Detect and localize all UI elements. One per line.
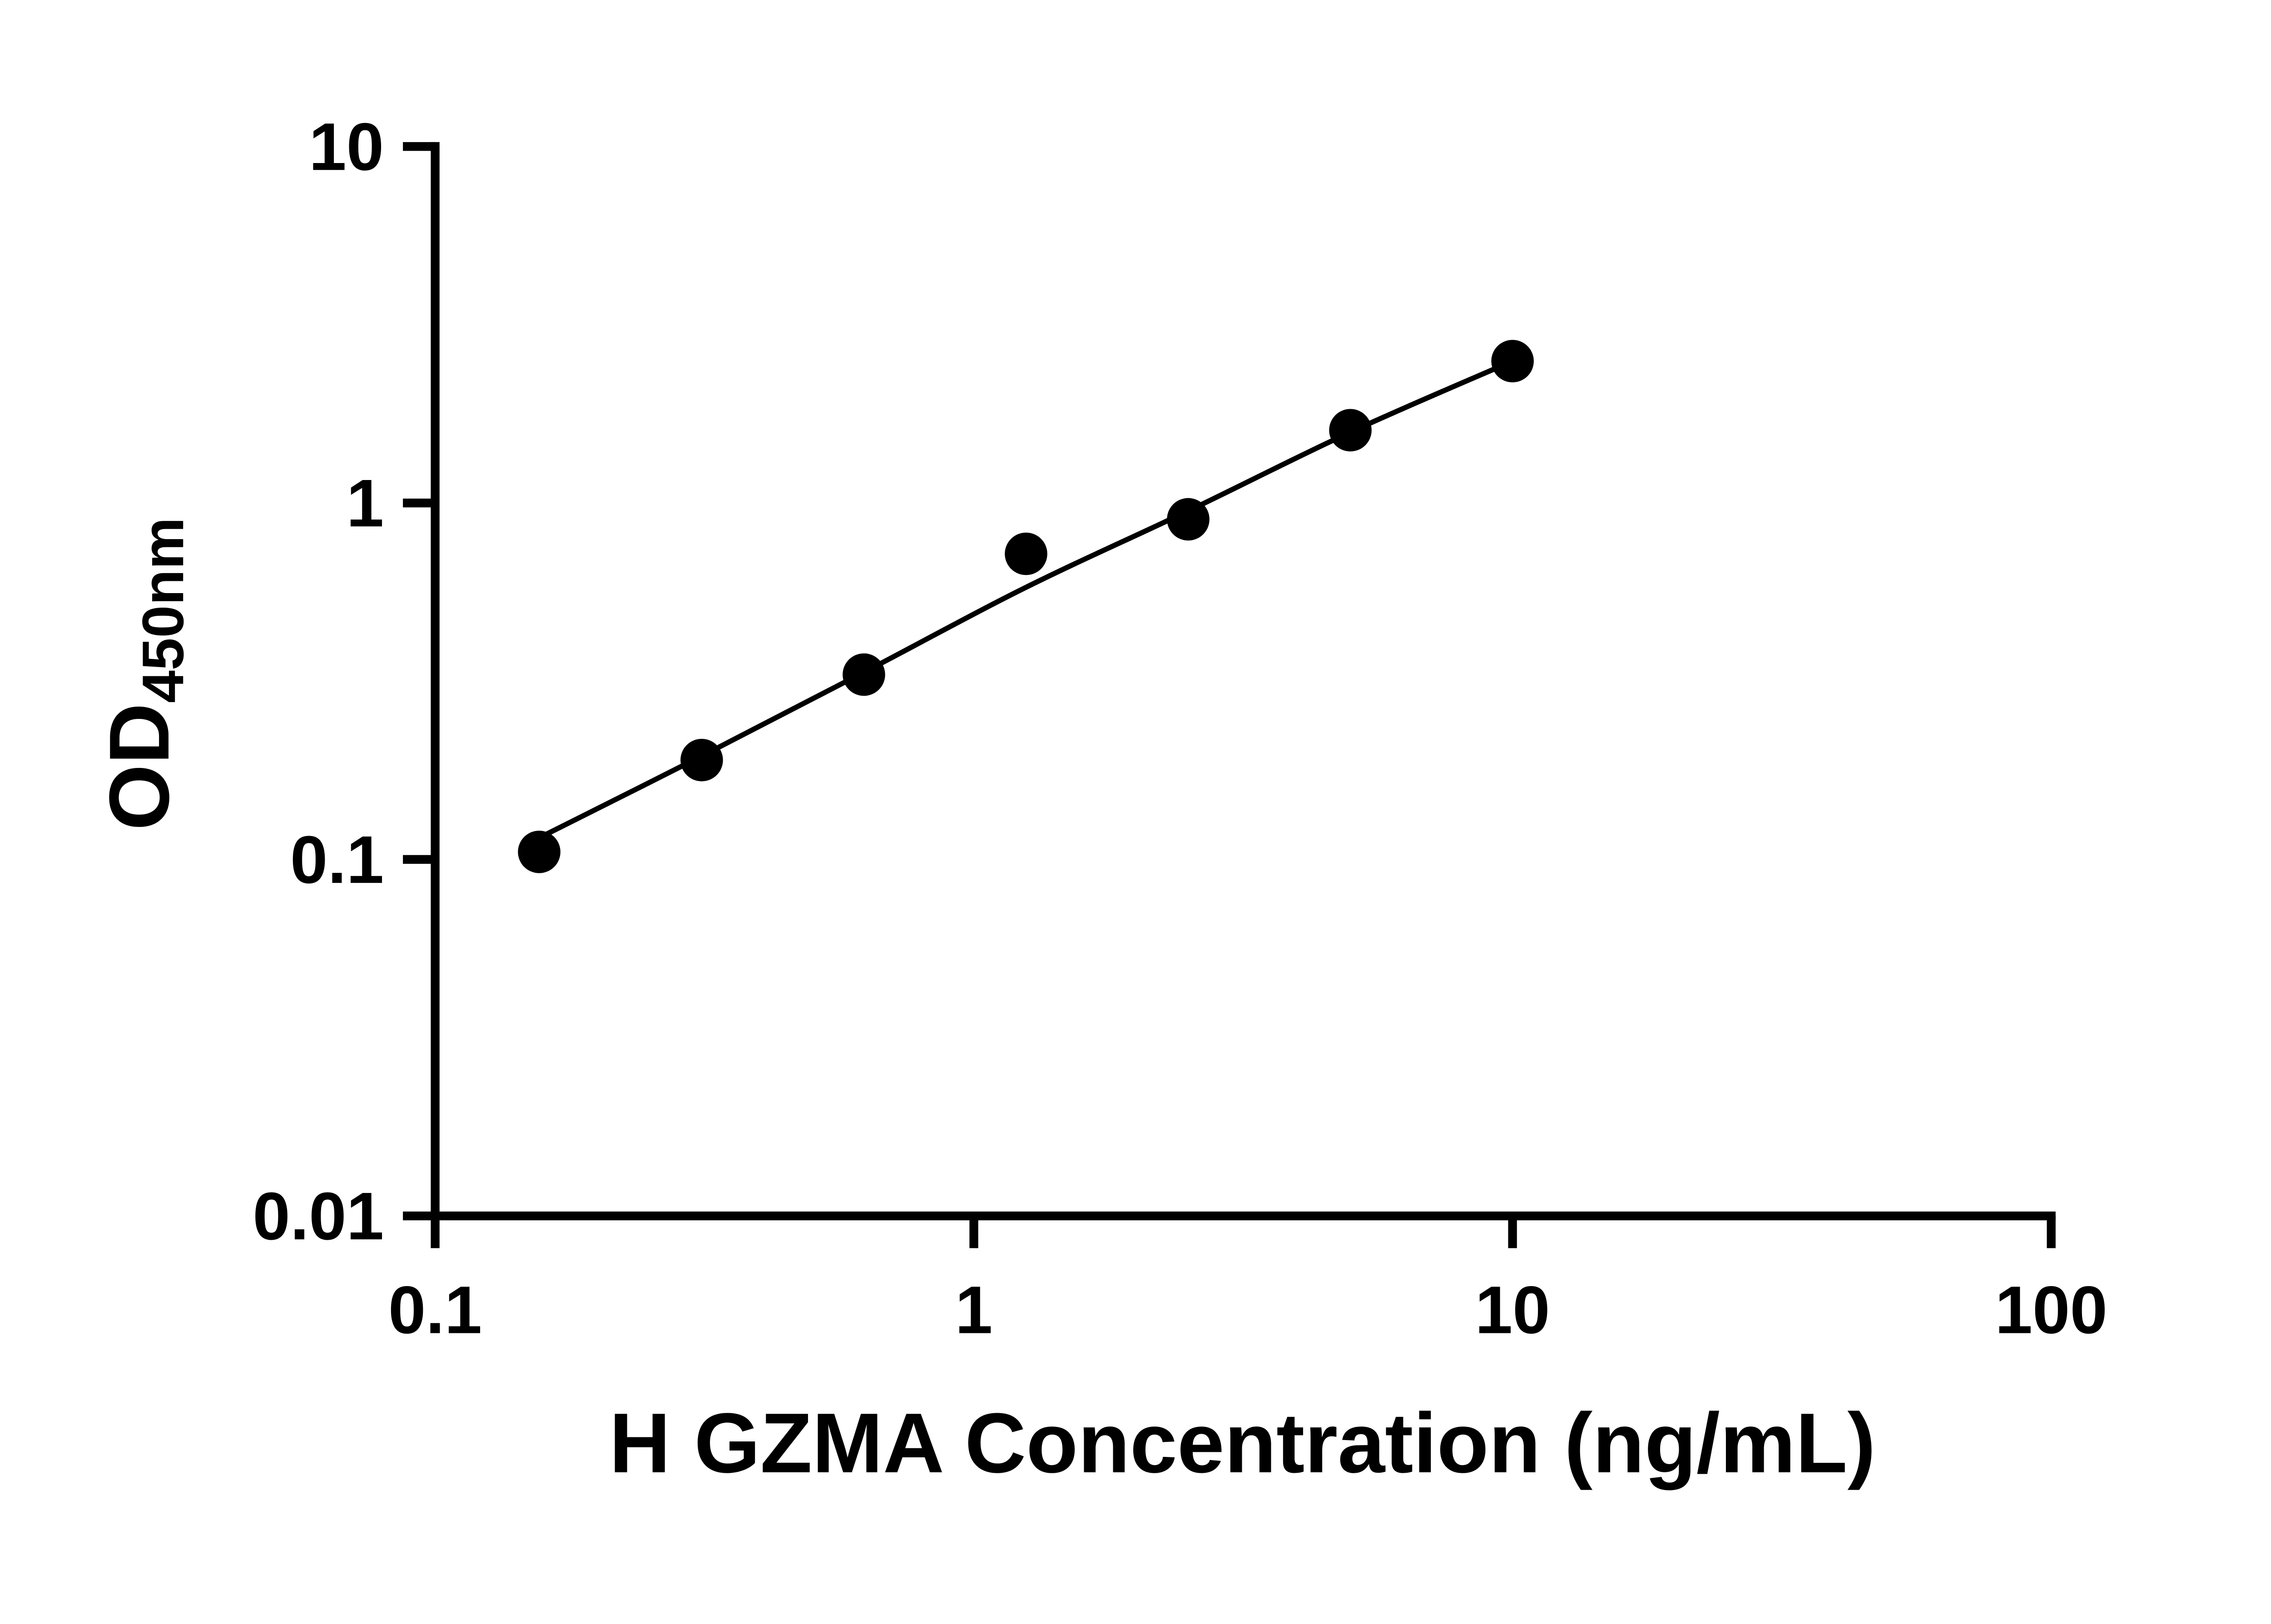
y-axis-label-subscript: 450nm xyxy=(130,517,196,703)
data-point xyxy=(680,738,723,782)
y-tick-label: 0.1 xyxy=(290,822,384,897)
x-tick-label: 100 xyxy=(1995,1272,2107,1347)
data-point xyxy=(1329,409,1372,452)
y-axis-label-main: OD xyxy=(92,703,187,831)
y-tick-label: 1 xyxy=(347,466,384,541)
x-tick-label: 10 xyxy=(1475,1272,1550,1347)
y-axis-label: OD450nm xyxy=(92,517,196,830)
data-point xyxy=(1005,532,1047,575)
x-axis-label: H GZMA Concentration (ng/mL) xyxy=(609,1396,1876,1490)
elisa-standard-curve-chart: 0.01 0.1 1 10 0.1 1 10 100 OD450nm H GZMA Conce… xyxy=(91,109,2107,1490)
axes xyxy=(431,142,2056,1221)
data-point xyxy=(843,653,885,696)
data-point xyxy=(518,831,560,873)
data-point xyxy=(1167,498,1210,541)
x-tick-label: 0.1 xyxy=(388,1272,482,1347)
y-tick-label: 10 xyxy=(309,109,384,184)
x-tick-label: 1 xyxy=(955,1272,993,1347)
y-tick-label: 0.01 xyxy=(253,1179,384,1254)
data-point xyxy=(1491,340,1534,382)
